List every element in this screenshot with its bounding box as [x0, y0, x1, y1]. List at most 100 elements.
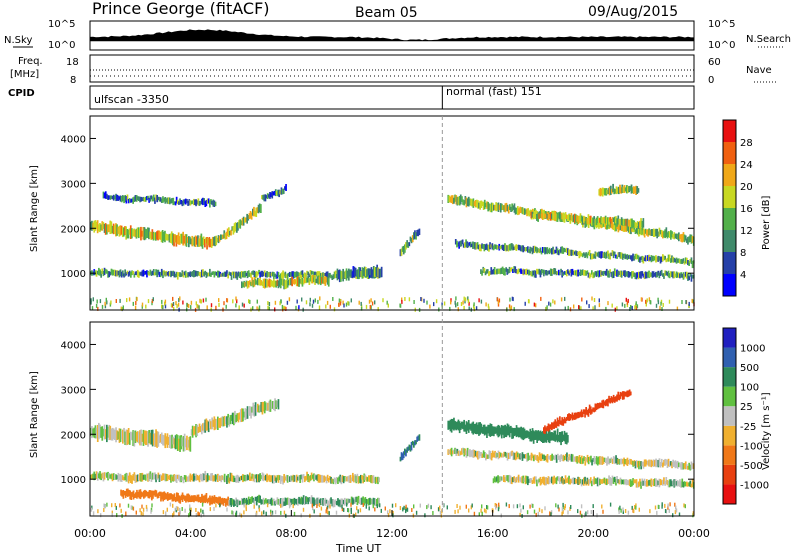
heat-cell — [314, 274, 316, 285]
heat-cell — [364, 474, 367, 480]
heat-cell — [315, 272, 318, 277]
heat-cell — [204, 470, 207, 480]
heat-cell — [280, 510, 282, 515]
heat-cell — [674, 460, 677, 469]
heat-cell — [594, 219, 597, 224]
heat-cell — [478, 450, 480, 459]
heat-cell — [497, 450, 500, 460]
heat-cell — [511, 427, 513, 439]
heat-cell — [106, 269, 108, 274]
heat-cell — [626, 303, 629, 308]
heat-cell — [611, 458, 614, 464]
heat-cell — [316, 271, 319, 279]
heat-cell — [135, 301, 137, 305]
heat-cell — [596, 252, 599, 257]
heat-cell — [161, 230, 164, 243]
heat-cell — [618, 221, 621, 231]
heat-cell — [95, 427, 98, 439]
heat-cell — [234, 272, 236, 278]
heat-cell — [217, 270, 219, 278]
heat-cell — [187, 476, 189, 482]
heat-cell — [195, 496, 198, 502]
heat-cell — [108, 424, 110, 441]
heat-cell — [141, 197, 144, 201]
heat-cell — [586, 218, 589, 224]
heat-cell — [662, 254, 664, 262]
heat-cell — [647, 229, 649, 237]
heat-cell — [634, 229, 637, 234]
heat-cell — [588, 250, 591, 257]
heat-cell — [369, 268, 372, 276]
heat-cell — [538, 478, 541, 483]
heat-cell — [350, 269, 352, 278]
heat-cell — [168, 434, 171, 448]
heat-cell — [494, 450, 496, 458]
heat-cell — [530, 271, 533, 277]
heat-cell — [548, 270, 551, 275]
colorbar-swatch — [723, 406, 736, 426]
heat-cell — [106, 193, 108, 199]
heat-cell — [189, 436, 192, 452]
heat-cell — [585, 481, 587, 486]
heat-cell — [601, 456, 604, 465]
heat-cell — [111, 512, 113, 517]
heat-cell — [197, 426, 200, 433]
heat-cell — [305, 273, 307, 284]
heat-cell — [160, 268, 163, 276]
heat-cell — [395, 503, 397, 508]
heat-cell — [604, 270, 607, 276]
heat-cell — [545, 307, 547, 311]
heat-cell — [176, 234, 179, 244]
heat-cell — [289, 278, 291, 285]
heat-cell — [313, 271, 315, 279]
heat-cell — [633, 220, 636, 230]
heat-cell — [364, 497, 367, 504]
heat-cell — [220, 273, 223, 277]
heat-cell — [483, 268, 486, 274]
heat-cell — [173, 493, 176, 501]
heat-cell — [220, 475, 223, 483]
heat-cell — [281, 188, 284, 195]
heat-cell — [616, 187, 619, 194]
heat-cell — [266, 403, 268, 411]
heat-cell — [681, 300, 683, 304]
heat-cell — [231, 271, 234, 275]
heat-cell — [226, 416, 228, 428]
heat-cell — [512, 504, 515, 509]
heat-cell — [180, 273, 183, 277]
heat-cell — [108, 224, 110, 232]
heat-cell — [184, 495, 186, 501]
heat-cell — [196, 200, 199, 205]
heat-cell — [115, 474, 117, 480]
heat-cell — [115, 223, 117, 237]
heat-cell — [467, 420, 470, 433]
heat-cell — [579, 411, 582, 417]
heat-cell — [525, 209, 527, 214]
heat-cell — [248, 299, 250, 304]
heat-cell — [162, 434, 164, 446]
heat-cell — [96, 299, 98, 304]
heat-cell — [458, 241, 460, 249]
heat-cell — [235, 475, 237, 483]
heat-cell — [205, 200, 208, 207]
heat-cell — [464, 196, 467, 204]
heat-cell — [176, 474, 179, 479]
heat-cell — [376, 477, 378, 483]
power-heatmap — [90, 183, 695, 312]
heat-cell — [621, 479, 624, 484]
heat-cell — [107, 471, 109, 481]
heat-cell — [426, 505, 428, 510]
heat-cell — [642, 480, 645, 486]
heat-cell — [548, 301, 550, 306]
heat-cell — [679, 463, 681, 468]
heat-cell — [131, 198, 133, 203]
heat-cell — [222, 234, 224, 239]
heat-cell — [457, 196, 460, 205]
heat-cell — [123, 227, 125, 237]
heat-cell — [498, 243, 501, 251]
heat-cell — [350, 507, 352, 512]
heat-cell — [631, 305, 633, 310]
heat-cell — [510, 206, 512, 212]
heat-cell — [151, 472, 154, 480]
heat-cell — [568, 271, 570, 276]
